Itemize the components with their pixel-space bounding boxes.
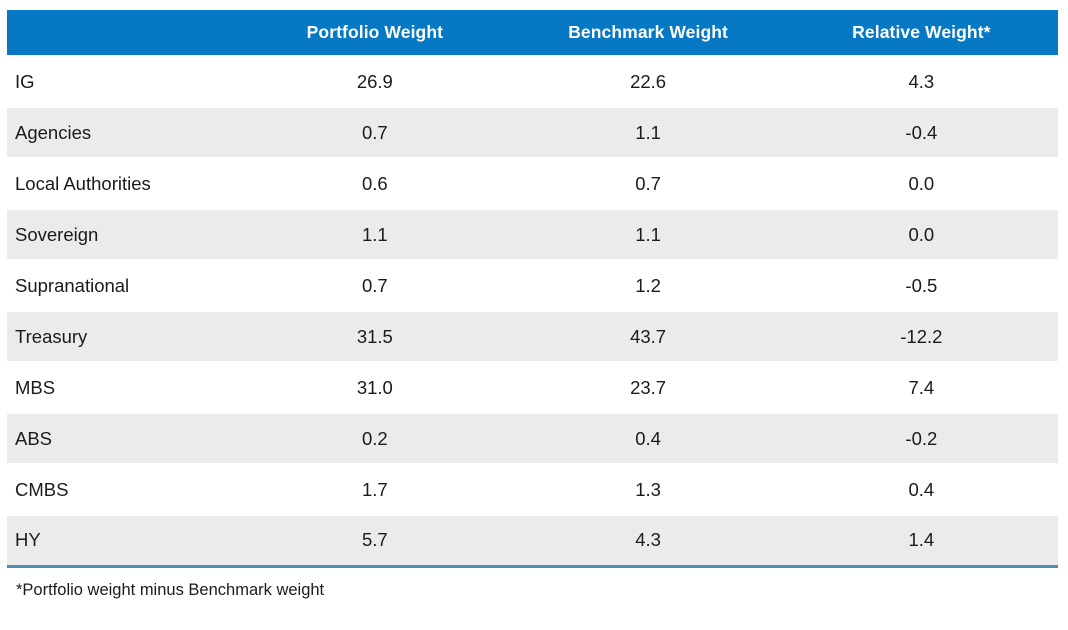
table-row-local-authorities: Local Authorities 0.6 0.7 0.0 [7, 157, 1058, 209]
row-label: Supranational [7, 259, 239, 311]
col-header-benchmark-weight: Benchmark Weight [511, 10, 785, 56]
benchmark-weight-value: 0.7 [511, 157, 785, 209]
row-label: Agencies [7, 106, 239, 158]
row-label: Local Authorities [7, 157, 239, 209]
portfolio-weight-value: 0.7 [238, 259, 512, 311]
portfolio-weight-value: 31.0 [238, 361, 512, 413]
portfolio-weight-value: 0.7 [238, 106, 512, 158]
table-row-cmbs: CMBS 1.7 1.3 0.4 [7, 463, 1058, 515]
portfolio-weight-value: 0.2 [238, 412, 512, 464]
col-header-sector [7, 10, 239, 56]
relative-weight-value: 1.4 [784, 514, 1058, 566]
table-row-hy: HY 5.7 4.3 1.4 [7, 514, 1058, 566]
benchmark-weight-value: 4.3 [511, 514, 785, 566]
relative-weight-value: 0.0 [784, 157, 1058, 209]
table-row-ig: IG 26.9 22.6 4.3 [7, 55, 1058, 107]
portfolio-benchmark-weights-table: Portfolio Weight Benchmark Weight Relati… [7, 10, 1058, 568]
row-label: IG [7, 55, 239, 107]
table-row-sovereign: Sovereign 1.1 1.1 0.0 [7, 208, 1058, 260]
relative-weight-value: 4.3 [784, 55, 1058, 107]
table-row-supranational: Supranational 0.7 1.2 -0.5 [7, 259, 1058, 311]
weights-table-container: Portfolio Weight Benchmark Weight Relati… [7, 10, 1058, 599]
row-label: Treasury [7, 310, 239, 362]
benchmark-weight-value: 23.7 [511, 361, 785, 413]
row-label: ABS [7, 412, 239, 464]
relative-weight-value: 0.0 [784, 208, 1058, 260]
portfolio-weight-value: 5.7 [238, 514, 512, 566]
benchmark-weight-value: 1.2 [511, 259, 785, 311]
row-label: HY [7, 514, 239, 566]
benchmark-weight-value: 1.1 [511, 106, 785, 158]
table-row-mbs: MBS 31.0 23.7 7.4 [7, 361, 1058, 413]
benchmark-weight-value: 1.3 [511, 463, 785, 515]
row-label: Sovereign [7, 208, 239, 260]
portfolio-weight-value: 31.5 [238, 310, 512, 362]
row-label: MBS [7, 361, 239, 413]
footnote: *Portfolio weight minus Benchmark weight [16, 580, 325, 599]
col-header-relative-weight: Relative Weight* [784, 10, 1058, 56]
portfolio-weight-value: 26.9 [238, 55, 512, 107]
relative-weight-value: 0.4 [784, 463, 1058, 515]
benchmark-weight-value: 22.6 [511, 55, 785, 107]
table-header-row: Portfolio Weight Benchmark Weight Relati… [7, 10, 1058, 56]
benchmark-weight-value: 1.1 [511, 208, 785, 260]
relative-weight-value: -0.5 [784, 259, 1058, 311]
benchmark-weight-value: 0.4 [511, 412, 785, 464]
table-row-treasury: Treasury 31.5 43.7 -12.2 [7, 310, 1058, 362]
benchmark-weight-value: 43.7 [511, 310, 785, 362]
col-header-portfolio-weight: Portfolio Weight [238, 10, 512, 56]
portfolio-weight-value: 1.1 [238, 208, 512, 260]
row-label: CMBS [7, 463, 239, 515]
relative-weight-value: -12.2 [784, 310, 1058, 362]
relative-weight-value: 7.4 [784, 361, 1058, 413]
portfolio-weight-value: 1.7 [238, 463, 512, 515]
table-row-agencies: Agencies 0.7 1.1 -0.4 [7, 106, 1058, 158]
table-row-abs: ABS 0.2 0.4 -0.2 [7, 412, 1058, 464]
relative-weight-value: -0.2 [784, 412, 1058, 464]
portfolio-weight-value: 0.6 [238, 157, 512, 209]
relative-weight-value: -0.4 [784, 106, 1058, 158]
